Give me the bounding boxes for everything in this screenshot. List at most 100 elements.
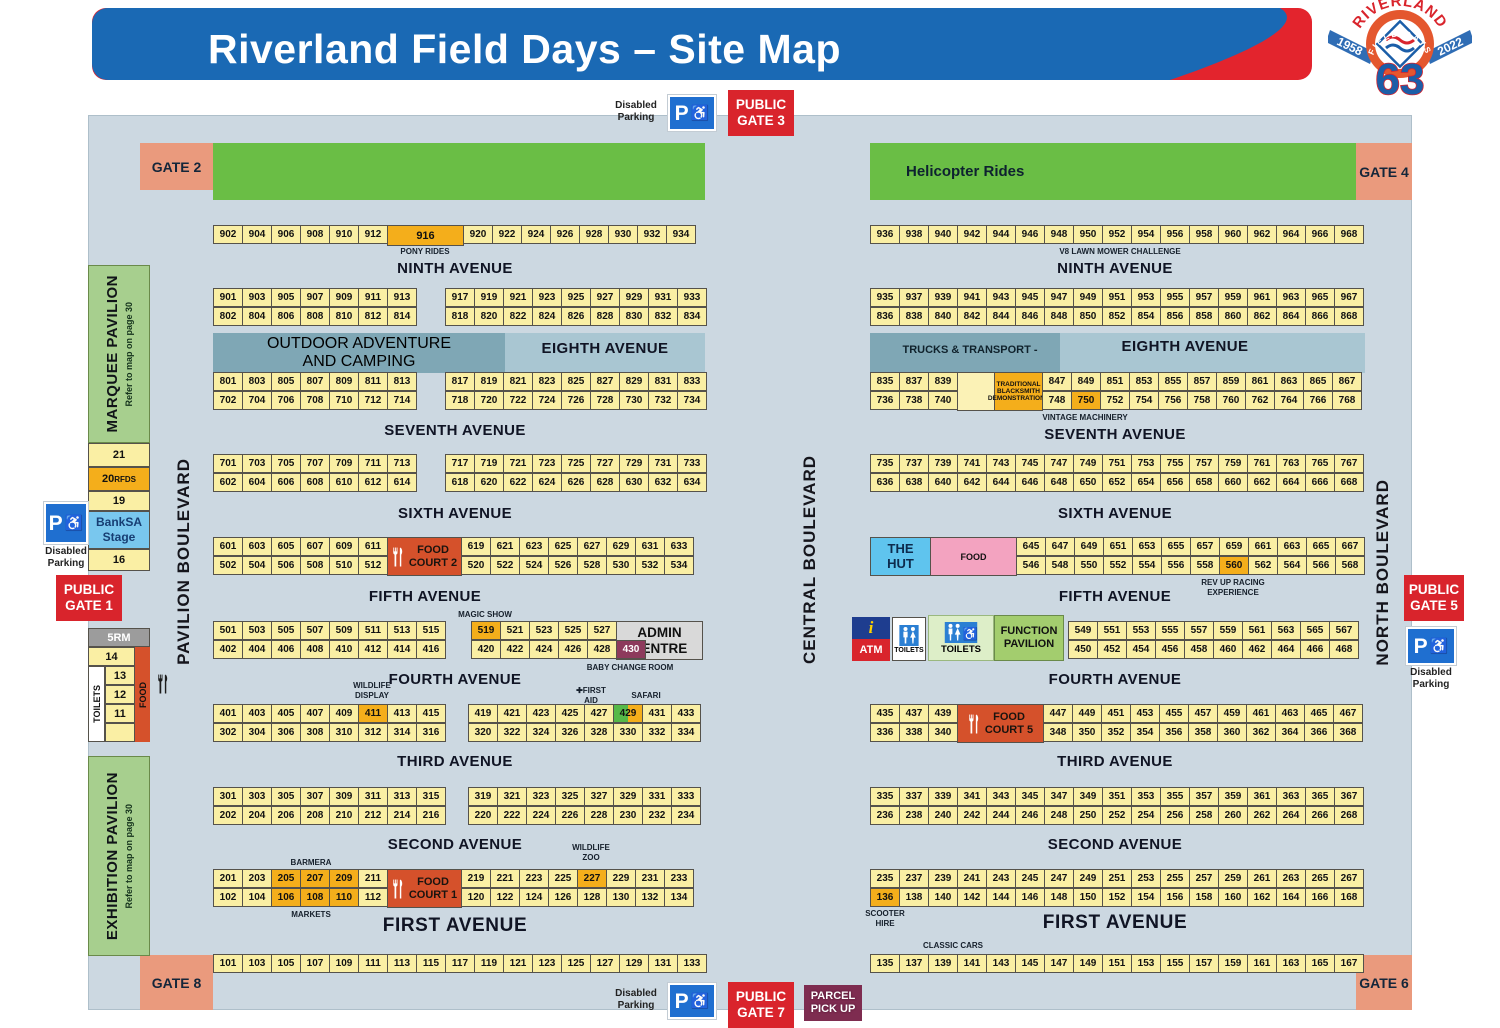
stall-861: 861	[1245, 372, 1275, 391]
stall-424: 424	[529, 640, 559, 659]
stall-305: 305	[271, 787, 301, 806]
label-v8-lawn-mower-challenge: V8 LAWN MOWER CHALLENGE	[1059, 247, 1181, 256]
stall-257: 257	[1189, 869, 1219, 888]
stall-957: 957	[1189, 288, 1219, 307]
stall-560: 560	[1219, 556, 1249, 575]
stall-row: 420 422 424 426 428 430	[471, 640, 646, 659]
stall-830: 830	[619, 307, 649, 326]
public-gate-5: PUBLIC GATE 5	[1404, 575, 1464, 621]
stall-216: 216	[416, 806, 446, 825]
stall-104: 104	[242, 888, 272, 907]
stall-133: 133	[677, 954, 707, 973]
stall-255: 255	[1160, 869, 1190, 888]
stall-512: 512	[358, 556, 388, 575]
stall-220: 220	[468, 806, 498, 825]
stall-526: 526	[548, 556, 578, 575]
stall-620: 620	[474, 473, 504, 492]
stall-201: 201	[213, 869, 243, 888]
stall-755: 755	[1160, 454, 1190, 473]
stall-415: 415	[416, 704, 446, 723]
label-north-boulevard: NORTH BOULEVARD	[1362, 455, 1404, 690]
stall-821: 821	[503, 372, 533, 391]
stall-349: 349	[1073, 787, 1103, 806]
stall-925: 925	[561, 288, 591, 307]
block-label: TOILETS	[941, 643, 981, 655]
wheelchair-icon: ♿	[690, 104, 710, 122]
stall-739: 739	[928, 454, 958, 473]
stall-453: 453	[1130, 704, 1160, 723]
stall-642: 642	[957, 473, 987, 492]
stall-268: 268	[1334, 806, 1364, 825]
stall-238: 238	[899, 806, 929, 825]
stall-811: 811	[358, 372, 388, 391]
stall-152: 152	[1102, 888, 1132, 907]
stall-132: 132	[635, 888, 665, 907]
stall-752: 752	[1100, 391, 1130, 410]
parking-icon: P	[1413, 634, 1428, 658]
stall-358: 358	[1188, 723, 1218, 742]
stall-736: 736	[870, 391, 900, 410]
stall-327: 327	[584, 787, 614, 806]
gate-2: GATE 2	[140, 143, 213, 190]
stall-964: 964	[1276, 225, 1306, 244]
stall-row: 920 922 924 926 928 930 932 934	[463, 225, 696, 244]
stall-466: 466	[1300, 640, 1330, 659]
svg-text:♿: ♿	[963, 626, 978, 641]
stall-958: 958	[1189, 225, 1219, 244]
stall-614: 614	[387, 473, 417, 492]
stall-610: 610	[329, 473, 359, 492]
stall-967: 967	[1334, 288, 1364, 307]
strip-label: TOILETS	[91, 685, 102, 723]
boulevard-label: PAVILION BOULEVARD	[174, 457, 193, 665]
stall-122: 122	[490, 888, 520, 907]
public-gate-1: PUBLIC GATE 1	[56, 575, 122, 621]
stall-124: 124	[519, 888, 549, 907]
stall-row: 519 521 523 525 527	[471, 621, 617, 640]
stall-267: 267	[1334, 869, 1364, 888]
boulevard-label: CENTRAL BOULEVARD	[800, 455, 819, 665]
label-vintage-machinery: VINTAGE MACHINERY	[1042, 413, 1128, 422]
stall-708: 708	[300, 391, 330, 410]
stall-123: 123	[532, 954, 562, 973]
teal-light-right	[1060, 333, 1365, 373]
stall-929: 929	[619, 288, 649, 307]
stall-362: 362	[1246, 723, 1276, 742]
stall-732: 732	[648, 391, 678, 410]
stall-452: 452	[1097, 640, 1127, 659]
stall-row: 917 919 921 923 925 927 929 931 933	[445, 288, 707, 307]
block-label: PUBLIC GATE 1	[63, 581, 115, 613]
stall-507: 507	[300, 621, 330, 640]
stall-810: 810	[329, 307, 359, 326]
block-label: Helicopter Rides	[906, 163, 1025, 180]
dp-icon-left: P ♿	[44, 502, 88, 544]
label-ninth-avenue: NINTH AVENUE	[397, 260, 513, 277]
stall-row: 601 603 605 607 609 611	[213, 537, 388, 556]
the-hut: THE HUT	[870, 537, 931, 576]
stall-323: 323	[526, 787, 556, 806]
stall-553: 553	[1126, 621, 1156, 640]
stall-450: 450	[1068, 640, 1098, 659]
stall-627: 627	[577, 537, 607, 556]
stall-404: 404	[242, 640, 272, 659]
stall-847: 847	[1042, 372, 1072, 391]
stall-153: 153	[1131, 954, 1161, 973]
stall-662: 662	[1247, 473, 1277, 492]
stall-313: 313	[387, 787, 417, 806]
stall-868: 868	[1334, 307, 1364, 326]
stall-143: 143	[986, 954, 1016, 973]
stall-129: 129	[619, 954, 649, 973]
stall-564: 564	[1277, 556, 1307, 575]
stall-357: 357	[1189, 787, 1219, 806]
stall-604: 604	[242, 473, 272, 492]
stall-720: 720	[474, 391, 504, 410]
stall-668: 668	[1334, 473, 1364, 492]
stall-110: 110	[329, 888, 359, 907]
stall-612: 612	[358, 473, 388, 492]
stall-638: 638	[899, 473, 929, 492]
toilets-icon: ♿	[944, 621, 978, 643]
stall-760: 760	[1216, 391, 1246, 410]
stall-557: 557	[1184, 621, 1214, 640]
stall-242: 242	[957, 806, 987, 825]
stall-406: 406	[271, 640, 301, 659]
